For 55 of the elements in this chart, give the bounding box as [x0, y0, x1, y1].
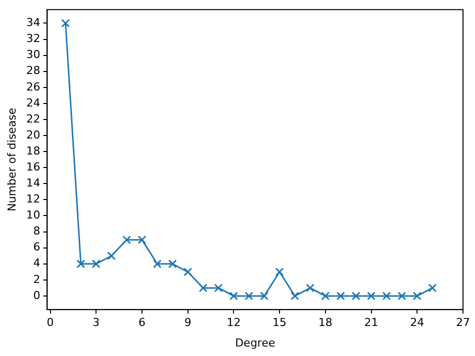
point — [366, 292, 376, 300]
point — [214, 284, 223, 292]
y-tick-label: 14 — [26, 176, 40, 190]
point — [412, 292, 422, 300]
point — [92, 260, 100, 268]
point — [122, 236, 131, 244]
x-tick-label: 6 — [138, 316, 146, 330]
x-tick-label: 9 — [184, 316, 192, 330]
x-tick-label: 15 — [272, 316, 287, 330]
point — [61, 18, 70, 28]
y-tick-label: 4 — [33, 256, 40, 270]
point — [152, 260, 162, 268]
y-tick-label: 6 — [33, 240, 40, 254]
point — [306, 284, 314, 292]
y-tick-label: 26 — [26, 80, 40, 94]
y-tick-label: 18 — [26, 144, 40, 158]
y-tick-label: 8 — [33, 224, 40, 238]
x-tick-label: 3 — [92, 316, 100, 330]
y-tick-label: 0 — [33, 288, 40, 302]
x-tick-label: 21 — [364, 316, 378, 330]
point — [168, 260, 177, 268]
point — [275, 268, 284, 276]
y-tick-label: 12 — [26, 192, 40, 206]
point — [382, 292, 391, 300]
y-tick-label: 34 — [26, 16, 40, 30]
y-tick-label: 24 — [26, 96, 40, 110]
point — [260, 292, 269, 300]
x-tick-label: 27 — [456, 316, 470, 330]
point — [321, 292, 330, 300]
point — [184, 268, 192, 276]
point — [428, 284, 437, 292]
point — [290, 292, 300, 300]
point — [352, 292, 360, 300]
y-tick-label: 16 — [26, 160, 40, 174]
point — [398, 292, 406, 300]
x-tick-label: 12 — [226, 316, 241, 330]
point — [138, 236, 146, 244]
point — [229, 292, 238, 300]
y-tick-label: 22 — [26, 112, 40, 126]
point — [336, 292, 345, 300]
y-tick-label: 20 — [26, 128, 40, 142]
point — [244, 292, 254, 300]
x-tick-label: 0 — [46, 316, 54, 330]
y-tick-label: 32 — [26, 32, 40, 46]
x-tick-label: 18 — [318, 316, 332, 330]
y-axis-title: Number of disease — [5, 108, 18, 212]
y-tick-label: 2 — [33, 272, 40, 286]
y-tick-label: 10 — [26, 208, 40, 222]
x-axis-title: Degree — [235, 336, 276, 350]
point — [107, 252, 116, 260]
point — [198, 284, 208, 292]
y-tick-label: 30 — [26, 48, 40, 62]
x-tick-label: 24 — [410, 316, 424, 330]
point — [76, 260, 86, 268]
y-tick-label: 28 — [26, 64, 40, 78]
